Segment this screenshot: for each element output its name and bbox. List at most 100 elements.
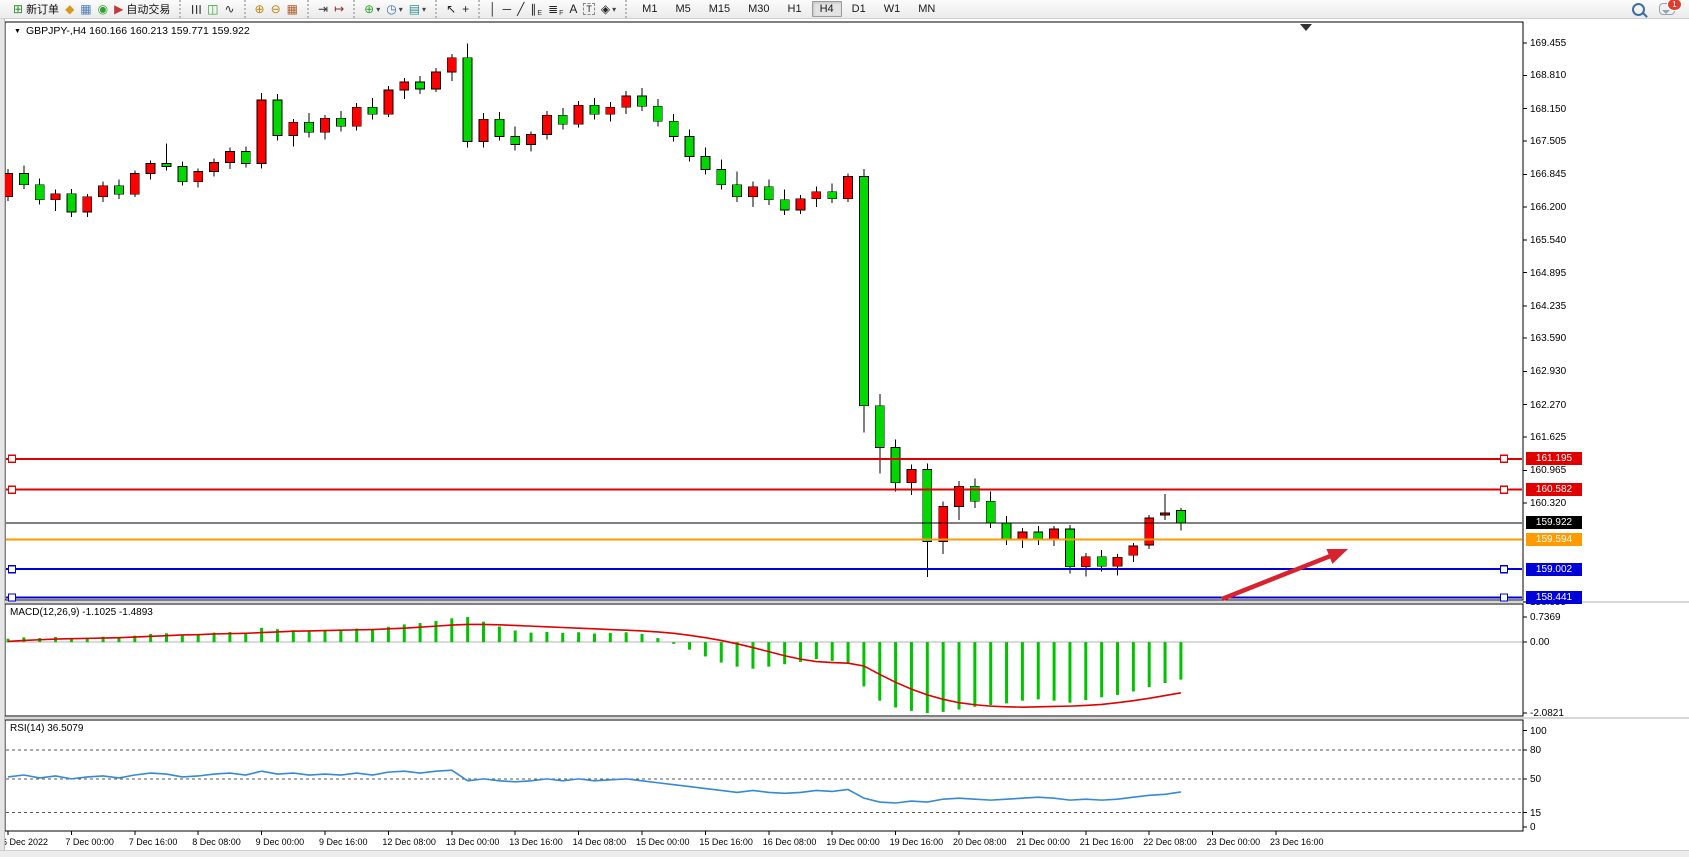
hline-handle[interactable] bbox=[7, 454, 17, 463]
new-order-label: 新订单 bbox=[26, 4, 60, 16]
toolbar-zoom-in-button[interactable]: ⊕ bbox=[252, 1, 268, 17]
timeframe-h1-button[interactable]: H1 bbox=[787, 3, 802, 15]
hline-handle[interactable] bbox=[1499, 565, 1509, 574]
hline-handle[interactable] bbox=[1499, 454, 1509, 463]
arrows-tool-icon: ◈ bbox=[600, 1, 611, 16]
vertical-line-icon: │ bbox=[489, 1, 497, 16]
indicators-icon: ⊕ bbox=[364, 1, 375, 16]
hline-handle[interactable] bbox=[7, 485, 17, 494]
toolbar-chart-profile-button[interactable]: ▦ bbox=[77, 1, 94, 17]
timeframe-w1-button[interactable]: W1 bbox=[883, 3, 901, 15]
candle-body bbox=[114, 185, 124, 195]
candle-body bbox=[605, 106, 616, 115]
toolbar-auto-scroll-button[interactable]: ⇥ bbox=[315, 1, 331, 17]
toolbar-equidistant-channel-button[interactable]: ∥ E bbox=[527, 1, 545, 18]
candle-body bbox=[224, 151, 235, 163]
candle-body bbox=[716, 169, 727, 186]
timeframe-m15-button[interactable]: M15 bbox=[708, 3, 731, 15]
chart-shift-marker[interactable] bbox=[1300, 24, 1312, 31]
rsi-pane[interactable] bbox=[4, 719, 1524, 832]
zoom-out-icon: ⊖ bbox=[270, 1, 281, 16]
toolbar-signals-button[interactable]: ◉ bbox=[95, 1, 111, 17]
templates-icon: ▤ bbox=[408, 1, 421, 16]
candle-body bbox=[652, 105, 663, 122]
macd-pane[interactable] bbox=[4, 603, 1524, 717]
toolbar-new-order-button[interactable]: ⊞ 新订单 bbox=[10, 1, 62, 17]
indicators-dropdown-arrow[interactable]: ▾ bbox=[376, 4, 381, 14]
toolbar-candlestick-mode-button[interactable]: ◫ bbox=[204, 1, 221, 17]
candle-body bbox=[18, 173, 29, 186]
new-order-icon: ⊞ bbox=[13, 1, 24, 16]
timeframe-mn-button[interactable]: MN bbox=[918, 3, 936, 15]
toolbar-cursor-button[interactable]: ↖ bbox=[443, 1, 459, 17]
toolbar-horizontal-line-button[interactable]: ─ bbox=[500, 1, 515, 17]
toolbar-fibonacci-button[interactable]: ≣ F bbox=[545, 1, 566, 18]
candle-body bbox=[938, 505, 949, 543]
arrow-shaft[interactable] bbox=[1221, 551, 1338, 602]
toolbar-group: ⇥ ↦ bbox=[307, 0, 351, 18]
toolbar-text-button[interactable]: A bbox=[566, 1, 580, 17]
candle-body bbox=[1096, 556, 1107, 567]
timeframe-m1-button[interactable]: M1 bbox=[642, 3, 658, 15]
candle-body bbox=[874, 405, 885, 448]
candlestick-mode-icon: ◫ bbox=[207, 1, 219, 16]
toolbar-templates-button[interactable]: ▤ ▾ bbox=[406, 1, 429, 17]
toolbar-indicators-button[interactable]: ⊕ ▾ bbox=[361, 1, 383, 17]
candle-body bbox=[969, 485, 980, 502]
search-icon[interactable] bbox=[1632, 2, 1645, 16]
toolbar-crosshair-button[interactable]: + bbox=[459, 1, 472, 17]
toolbar-text-label-button[interactable]: T bbox=[580, 1, 598, 17]
toolbar-chart-shift-button[interactable]: ↦ bbox=[331, 1, 347, 17]
candle-body bbox=[779, 199, 790, 211]
toolbar-line-chart-mode-button[interactable]: ∿ bbox=[221, 1, 237, 17]
eraser-icon: ◆ bbox=[65, 1, 75, 16]
hline-handle[interactable] bbox=[7, 565, 17, 574]
auto-scroll-icon: ⇥ bbox=[318, 1, 329, 16]
toolbar-group: ⊞ 新订单 ◆ ▦ ◉ ▶ 自动交易 bbox=[4, 0, 177, 18]
toolbar-tile-windows-button[interactable]: ▦ bbox=[284, 1, 301, 17]
periods-dropdown-arrow[interactable]: ▾ bbox=[398, 4, 403, 14]
candle-body bbox=[526, 133, 536, 145]
candle-body bbox=[954, 485, 964, 507]
news-bubble-icon[interactable]: 1 bbox=[1659, 0, 1682, 15]
candle-body bbox=[1176, 510, 1186, 524]
timeframe-m30-button[interactable]: M30 bbox=[748, 3, 770, 15]
toolbar-bar-chart-mode-button[interactable]: ☰ bbox=[187, 1, 204, 17]
candle-body bbox=[573, 104, 584, 125]
candle-body bbox=[304, 121, 315, 133]
candle-body bbox=[1080, 556, 1091, 568]
toolbar-vertical-line-button[interactable]: │ bbox=[486, 1, 500, 17]
candle-body bbox=[795, 198, 806, 211]
candle-body bbox=[621, 95, 632, 108]
text-label-icon: T bbox=[583, 3, 595, 15]
candle-body bbox=[859, 176, 869, 407]
candle-body bbox=[66, 193, 77, 213]
arrows-tool-dropdown-arrow[interactable]: ▾ bbox=[612, 4, 617, 14]
toolbar-arrows-tool-button[interactable]: ◈ ▾ bbox=[598, 1, 619, 17]
hline-handle[interactable] bbox=[1499, 485, 1509, 494]
timeframe-m5-button[interactable]: M5 bbox=[675, 3, 691, 15]
left-splitter[interactable] bbox=[0, 19, 5, 857]
timeframe-d1-button[interactable]: D1 bbox=[851, 3, 866, 15]
candle-body bbox=[50, 193, 61, 201]
hline-handle[interactable] bbox=[7, 593, 17, 602]
candle-body bbox=[399, 81, 410, 91]
timeframe-h4-button[interactable]: H4 bbox=[811, 1, 842, 17]
equidistant-channel-icon: ∥ bbox=[530, 1, 537, 16]
toolbar-right: 1 bbox=[1632, 0, 1689, 16]
candle-body bbox=[1128, 545, 1139, 556]
hline-handle[interactable] bbox=[1499, 593, 1509, 602]
templates-dropdown-arrow[interactable]: ▾ bbox=[422, 4, 427, 14]
toolbar-zoom-out-button[interactable]: ⊖ bbox=[268, 1, 284, 17]
main-price-pane[interactable] bbox=[4, 21, 1524, 601]
candle-body bbox=[1112, 556, 1123, 567]
trend-arrow-annotation[interactable] bbox=[1221, 548, 1348, 602]
toolbar-auto-trading-button[interactable]: ▶ 自动交易 bbox=[111, 1, 173, 17]
macd-signal-line bbox=[7, 623, 1182, 708]
toolbar-trendline-button[interactable]: ╱ bbox=[514, 1, 527, 17]
candle-body bbox=[209, 162, 219, 173]
toolbar-periods-button[interactable]: ◷ ▾ bbox=[383, 1, 406, 17]
toolbar-eraser-button[interactable]: ◆ bbox=[62, 1, 77, 17]
candle-body bbox=[542, 114, 552, 135]
